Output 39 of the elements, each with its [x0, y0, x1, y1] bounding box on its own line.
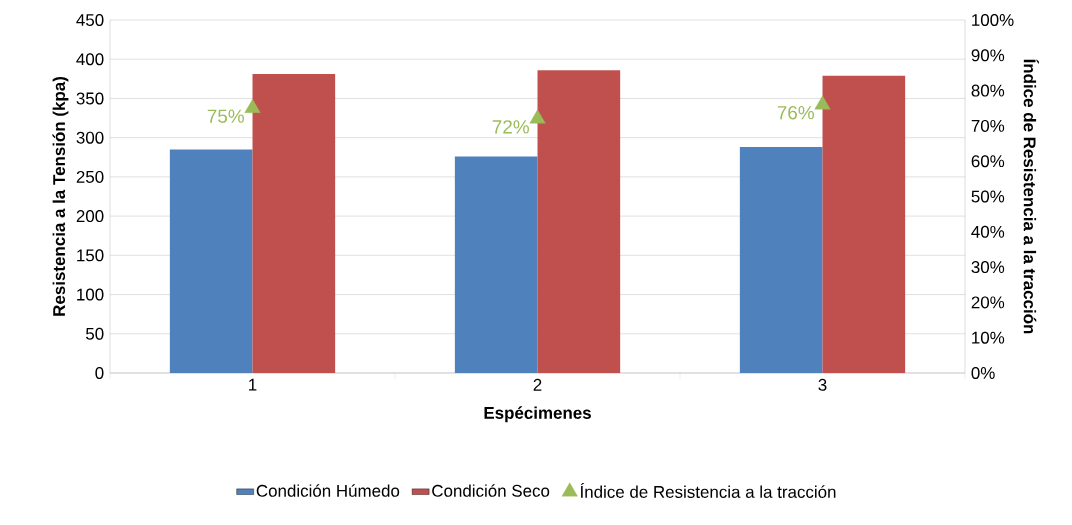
bar	[169, 149, 253, 373]
legend-label: Índice de Resistencia a la tracción	[580, 483, 836, 498]
data-label: 72%	[492, 120, 529, 134]
y2-tick-label: 60%	[971, 155, 1005, 168]
legend-label: Condición Seco	[432, 484, 550, 497]
bar	[739, 147, 823, 373]
bar	[822, 75, 906, 373]
y-tick-label: 150	[77, 249, 104, 262]
y-tick-label: 50	[85, 327, 104, 340]
y2-tick-label: 100%	[972, 14, 1014, 26]
y2-axis-title: Índice de Resistencia a la tracción	[1023, 59, 1039, 334]
x-tick-label: 2	[533, 378, 542, 391]
y2-tick-label: 40%	[971, 225, 1005, 238]
bar	[454, 156, 538, 373]
y2-tick-label: 0%	[971, 367, 995, 379]
y2-tick-label: 20%	[971, 296, 1005, 309]
bar	[252, 74, 336, 373]
y2-tick-label: 50%	[971, 190, 1005, 203]
bar	[537, 70, 621, 373]
x-tick-label: 3	[818, 378, 827, 391]
data-label: 76%	[777, 106, 814, 120]
y2-tick-label: 10%	[972, 331, 1005, 344]
y-tick-label: 350	[76, 92, 104, 105]
y2-tick-label: 80%	[971, 84, 1005, 97]
y-tick-label: 250	[76, 170, 104, 183]
x-axis-title: Espécimenes	[484, 406, 591, 423]
y-tick-label: 300	[76, 131, 104, 144]
x-tick-label: 1	[249, 378, 257, 391]
data-label: 75%	[207, 109, 244, 123]
y-tick-label: 0	[95, 367, 104, 379]
y-tick-label: 400	[76, 53, 104, 66]
y-tick-label: 450	[76, 14, 104, 26]
y2-tick-label: 30%	[971, 261, 1005, 274]
y-axis-title: Resistencia a la Tensión (kpa)	[52, 77, 69, 316]
y2-tick-label: 70%	[971, 119, 1005, 132]
y-tick-label: 200	[76, 210, 104, 223]
y2-tick-label: 90%	[971, 49, 1005, 62]
y-tick-label: 100	[77, 288, 104, 301]
legend-label: Condición Húmedo	[256, 484, 400, 497]
